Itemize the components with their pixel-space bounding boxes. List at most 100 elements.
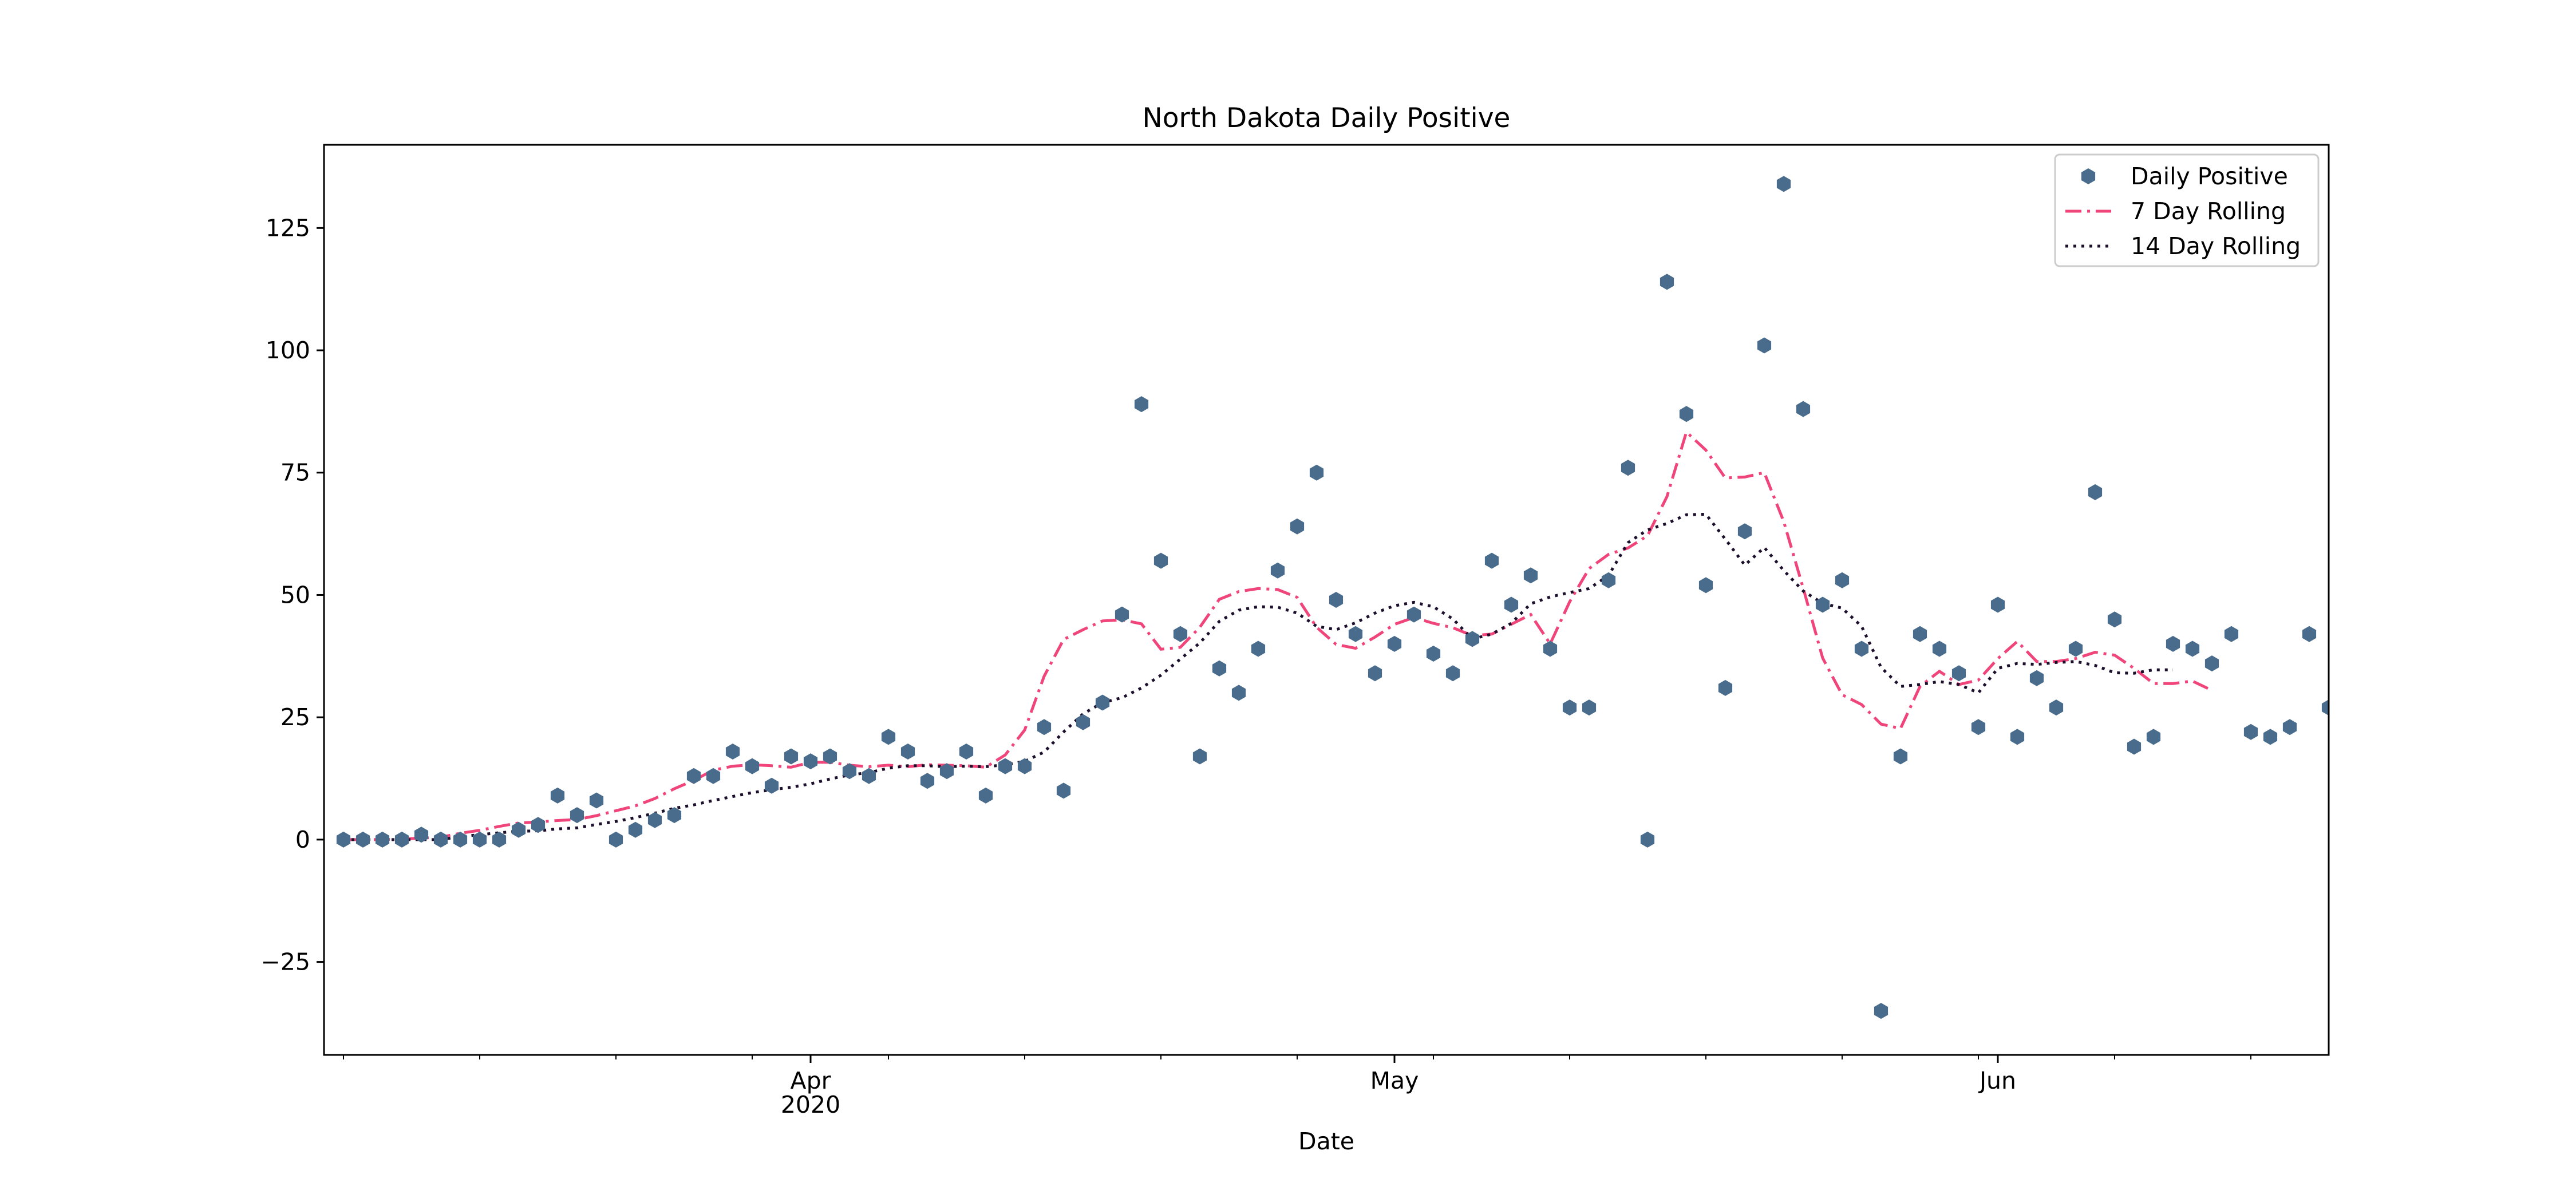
daily-positive-point <box>1893 748 1908 765</box>
daily-positive-point <box>1582 699 1597 716</box>
daily-positive-point <box>998 758 1013 774</box>
daily-positive-point <box>1076 714 1091 730</box>
daily-positive-point <box>1640 831 1655 848</box>
daily-positive-point <box>570 807 584 824</box>
legend-marker <box>2081 168 2096 184</box>
daily-positive-point <box>1776 176 1791 192</box>
daily-positive-point <box>531 817 546 833</box>
y-tick-label: 50 <box>280 581 310 608</box>
daily-positive-point <box>2049 699 2064 716</box>
daily-positive-point <box>920 773 935 789</box>
daily-positive-point <box>1757 337 1772 354</box>
daily-positive-point <box>2185 640 2200 657</box>
daily-positive-point <box>1484 552 1499 569</box>
daily-positive-point <box>511 821 526 838</box>
daily-positive-point <box>959 744 974 760</box>
daily-positive-point <box>1348 626 1363 642</box>
daily-positive-point <box>2243 723 2258 740</box>
daily-positive-point <box>2146 729 2161 745</box>
daily-positive-point <box>1796 401 1811 417</box>
legend-label: Daily Positive <box>2131 163 2288 190</box>
y-axis: −25 0 25 50 75 100 125 <box>260 214 324 976</box>
daily-positive-point <box>1951 665 1966 682</box>
daily-positive-point <box>1679 406 1694 422</box>
daily-positive-point <box>433 831 448 848</box>
daily-positive-point <box>1329 592 1344 608</box>
daily-positive-point <box>453 831 468 848</box>
daily-positive-point <box>1153 552 1168 569</box>
daily-positive-point <box>803 753 818 770</box>
daily-positive-point <box>939 763 954 780</box>
daily-positive-point <box>686 768 701 784</box>
y-tick-label: 0 <box>295 826 310 853</box>
daily-positive-point <box>1134 396 1149 413</box>
daily-positive-point <box>842 763 857 780</box>
daily-positive-point <box>1835 572 1850 588</box>
daily-positive-point <box>1173 626 1188 642</box>
daily-positive-point <box>2029 670 2044 686</box>
daily-positive-point <box>1017 758 1032 774</box>
series-line-14-day-rolling <box>343 512 2173 841</box>
daily-positive-point <box>1660 274 1674 290</box>
daily-positive-point <box>355 831 370 848</box>
series-line-7-day-rolling <box>343 429 2213 841</box>
daily-positive-point <box>609 831 623 848</box>
y-tick-label: 25 <box>280 703 310 731</box>
daily-positive-point <box>2204 655 2219 672</box>
chart-title: North Dakota Daily Positive <box>1143 102 1511 134</box>
daily-positive-point <box>1562 699 1577 716</box>
legend: Daily Positive 7 Day Rolling 14 Day Rollin… <box>2054 153 2320 267</box>
daily-positive-point <box>1231 685 1246 701</box>
daily-positive-point <box>978 787 993 804</box>
daily-positive-point <box>2107 611 2122 628</box>
daily-positive-point <box>2224 626 2239 642</box>
daily-positive-point <box>2263 729 2278 745</box>
daily-positive-point <box>1212 660 1227 677</box>
daily-positive-point <box>1601 572 1616 588</box>
daily-positive-point <box>1913 626 1927 642</box>
daily-positive-point <box>550 787 565 804</box>
daily-positive-point <box>1737 523 1752 540</box>
daily-positive-point <box>1387 635 1402 652</box>
daily-positive-point <box>1290 518 1305 535</box>
daily-positive-point <box>1523 567 1538 584</box>
daily-positive-point <box>472 831 487 848</box>
daily-positive-point <box>1095 694 1110 711</box>
daily-positive-point <box>628 821 643 838</box>
daily-positive-point <box>764 777 779 794</box>
daily-positive-point <box>2166 635 2180 652</box>
daily-positive-point <box>492 831 507 848</box>
plot-frame <box>323 144 2330 1056</box>
daily-positive-point <box>784 748 799 765</box>
x-tick-label: May <box>1370 1067 1419 1094</box>
legend-label: 7 Day Rolling <box>2131 197 2286 225</box>
series-markers <box>336 176 2329 1019</box>
daily-positive-point <box>2302 626 2317 642</box>
daily-positive-point <box>1406 606 1421 623</box>
daily-positive-point <box>1445 665 1460 682</box>
x-tick-sublabel: 2020 <box>781 1091 840 1118</box>
daily-positive-point <box>706 768 721 784</box>
daily-positive-point <box>2068 640 2083 657</box>
daily-positive-point <box>1815 596 1830 613</box>
y-tick-label: 75 <box>280 459 310 487</box>
daily-positive-point <box>2127 738 2142 755</box>
daily-positive-point <box>1270 562 1285 579</box>
daily-positive-point <box>589 792 604 809</box>
daily-positive-point <box>2321 699 2329 716</box>
daily-positive-point <box>1990 596 2005 613</box>
daily-positive-point <box>1056 782 1071 799</box>
x-axis-label: Date <box>1298 1128 1354 1155</box>
daily-positive-point <box>1874 1003 1888 1019</box>
x-tick-label: Apr <box>791 1067 831 1094</box>
daily-positive-point <box>1192 748 1207 765</box>
daily-positive-point <box>1465 631 1480 647</box>
daily-positive-point <box>745 758 760 774</box>
y-tick-label: −25 <box>260 948 310 976</box>
daily-positive-point <box>414 827 429 843</box>
daily-positive-point <box>881 729 896 745</box>
legend-label: 14 Day Rolling <box>2131 232 2301 260</box>
daily-positive-point <box>1932 640 1947 657</box>
